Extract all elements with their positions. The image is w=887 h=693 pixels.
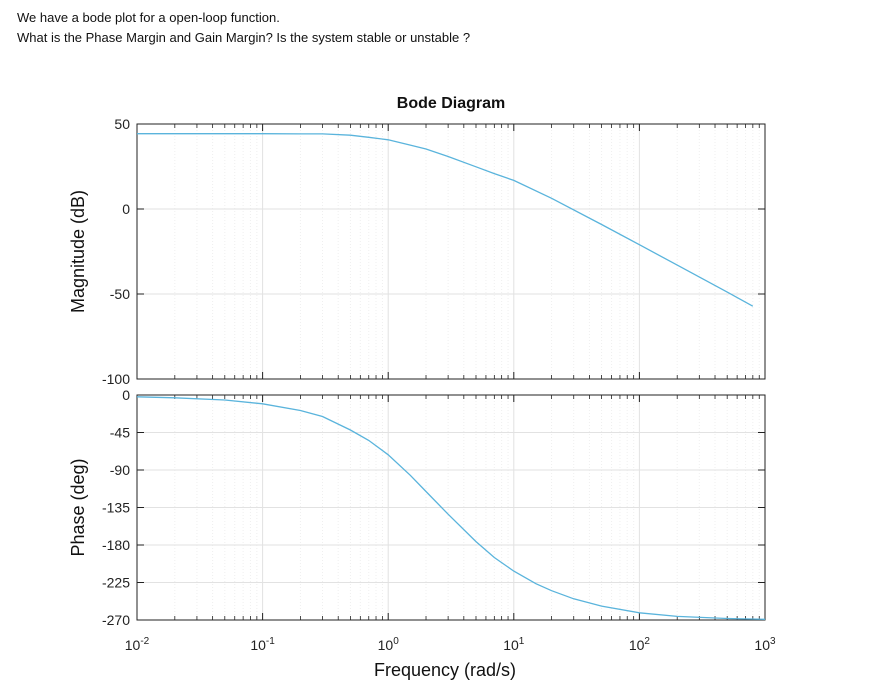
x-tick-label: 100: [378, 636, 400, 653]
phase-y-tick-label: -135: [102, 500, 130, 516]
question-line-1: We have a bode plot for a open-loop func…: [17, 10, 280, 25]
axes-layer: [136, 123, 766, 621]
x-tick-label: 10-2: [125, 636, 150, 653]
phase-y-axis-label: Phase (deg): [68, 458, 88, 556]
phase-y-tick-label: -45: [110, 425, 130, 441]
magnitude-y-tick-label: -50: [110, 286, 130, 302]
phase-y-tick-label: -270: [102, 612, 130, 628]
question-line-2: What is the Phase Margin and Gain Margin…: [17, 30, 471, 45]
phase-y-tick-label: -90: [110, 462, 130, 478]
magnitude-y-axis-label: Magnitude (dB): [68, 190, 88, 313]
phase-y-tick-label: -180: [102, 537, 130, 553]
x-tick-label: 103: [754, 636, 776, 653]
label-layer: 50 0 -50 -100 Magnitude (dB) 0 -45 -90 -135 -180 -…: [68, 95, 776, 680]
x-axis-label: Frequency (rad/s): [374, 660, 516, 680]
phase-curve: [136, 396, 766, 620]
magnitude-y-tick-label: 0: [122, 201, 130, 217]
magnitude-axes-frame: [136, 123, 766, 380]
chart-title: Bode Diagram: [397, 95, 505, 112]
magnitude-curve: [137, 133, 754, 307]
phase-axes-frame: [136, 394, 766, 621]
magnitude-y-tick-label: -100: [102, 371, 130, 387]
magnitude-y-tick-label: 50: [114, 116, 130, 132]
x-tick-label: 102: [629, 636, 651, 653]
grid-layer: [136, 123, 766, 621]
x-tick-label: 10-1: [250, 636, 275, 653]
curve-layer: [136, 133, 766, 620]
phase-y-tick-label: 0: [122, 387, 130, 403]
question-text: We have a bode plot for a open-loop func…: [17, 8, 470, 48]
phase-y-tick-label: -225: [102, 575, 130, 591]
x-tick-label: 101: [503, 636, 525, 653]
